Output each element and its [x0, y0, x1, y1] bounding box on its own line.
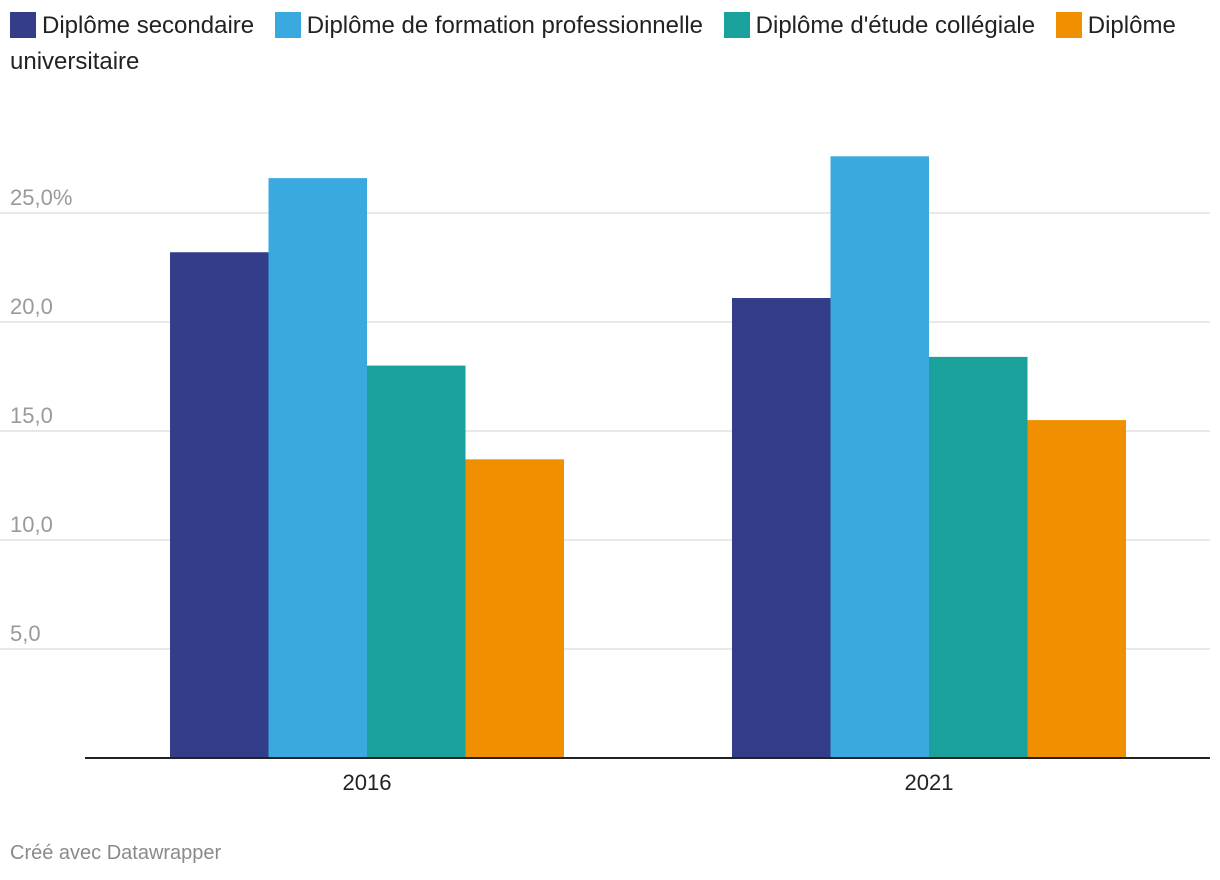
legend-swatch: [10, 12, 36, 38]
y-tick-label: 15,0: [10, 403, 53, 428]
legend-item-universitaire: Diplôme universitaire: [10, 12, 1176, 75]
bar: [929, 356, 1028, 758]
x-tick-label: 2021: [905, 770, 954, 795]
bar: [268, 178, 367, 758]
legend-swatch: [1055, 12, 1082, 38]
y-tick-label: 25,0%: [10, 185, 72, 210]
y-tick-label: 10,0: [10, 512, 53, 537]
legend-item-professionnelle: Diplôme de formation professionnelle: [274, 12, 703, 39]
bar: [732, 298, 831, 758]
bar: [367, 365, 466, 758]
chart-legend: Diplôme secondaire Diplôme de formation …: [10, 8, 1210, 80]
legend-swatch: [274, 12, 301, 38]
legend-swatch: [723, 12, 750, 38]
bar: [1027, 420, 1126, 758]
legend-item-secondaire: Diplôme secondaire: [10, 12, 254, 39]
bar: [170, 252, 269, 759]
legend-label: Diplôme d'étude collégiale: [755, 12, 1036, 39]
legend-item-collegiale: Diplôme d'étude collégiale: [723, 12, 1036, 39]
bar: [830, 156, 929, 758]
y-tick-label: 5,0: [10, 621, 41, 646]
credit-text: Créé avec Datawrapper: [10, 842, 222, 864]
y-tick-label: 20,0: [10, 294, 53, 319]
x-tick-label: 2016: [343, 770, 392, 795]
legend-label: Diplôme universitaire: [10, 12, 1176, 75]
bar: [465, 459, 564, 758]
legend-label: Diplôme secondaire: [42, 12, 255, 39]
legend-label: Diplôme de formation professionnelle: [306, 12, 703, 39]
